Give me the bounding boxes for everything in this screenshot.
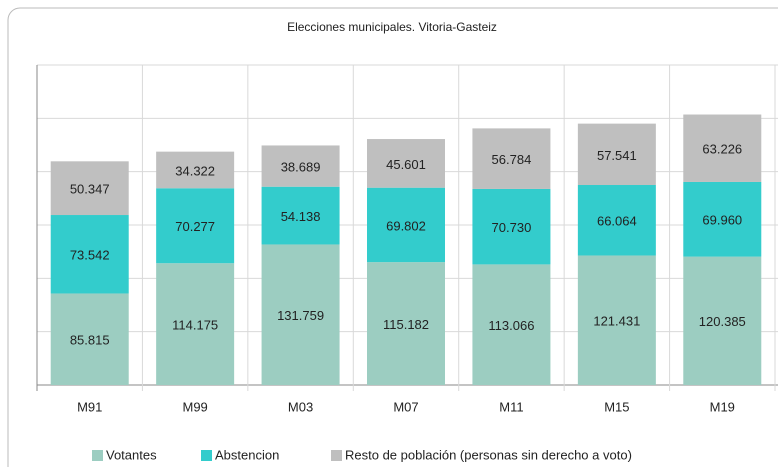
bar-segment (261, 186, 340, 245)
bar-segment (472, 264, 551, 385)
bar-segment (50, 293, 129, 385)
data-label: 57.541 (597, 148, 637, 163)
bar-segment (472, 188, 551, 265)
data-label: 56.784 (492, 152, 532, 167)
legend-label: Resto de población (personas sin derecho… (345, 447, 632, 462)
legend-swatch (92, 450, 103, 461)
bar-segment (577, 255, 656, 385)
bar-segment (683, 256, 762, 385)
bar-segment (156, 263, 235, 385)
data-label: 70.730 (492, 220, 532, 235)
x-tick-label: M07 (393, 399, 418, 414)
bar-segment (50, 161, 129, 216)
data-label: 73.542 (70, 248, 110, 263)
data-label: 121.431 (593, 314, 640, 329)
data-label: 34.322 (175, 163, 215, 178)
x-tick-label: M19 (710, 399, 735, 414)
bar-segment (261, 145, 340, 187)
bar-segment (367, 139, 445, 188)
data-label: 70.277 (175, 219, 215, 234)
legend-swatch (331, 450, 342, 461)
data-label: 69.960 (702, 213, 742, 228)
data-label: 131.759 (277, 308, 324, 323)
data-label: 45.601 (386, 157, 426, 172)
bar-segment (367, 262, 445, 385)
x-tick-label: M91 (77, 399, 102, 414)
bar-segment (577, 123, 656, 186)
legend-swatch (201, 450, 212, 461)
legend-label: Votantes (106, 447, 157, 462)
bar-segment (683, 114, 762, 182)
bar-segment (367, 187, 445, 263)
x-tick-label: M15 (604, 399, 629, 414)
x-tick-label: M99 (182, 399, 207, 414)
bar-segment (577, 185, 656, 256)
data-label: 66.064 (597, 214, 637, 229)
bar-segment (156, 151, 235, 189)
data-label: 114.175 (172, 318, 218, 333)
chart-title: Elecciones municipales. Vitoria-Gasteiz (287, 20, 497, 34)
bar-segment (50, 215, 129, 294)
x-tick-label: M03 (288, 399, 313, 414)
data-label: 113.066 (488, 318, 534, 333)
legend-label: Abstencion (215, 447, 279, 462)
data-label: 69.802 (386, 218, 426, 233)
data-label: 120.385 (699, 314, 746, 329)
bar-segment (472, 128, 551, 189)
data-label: 54.138 (281, 209, 321, 224)
data-label: 50.347 (70, 182, 110, 197)
bar-segment (683, 181, 762, 257)
x-tick-label: M11 (499, 399, 523, 414)
bar-segment (156, 188, 235, 264)
data-label: 38.689 (281, 160, 321, 175)
data-label: 115.182 (383, 317, 429, 332)
data-label: 85.815 (70, 333, 110, 348)
data-label: 63.226 (702, 142, 742, 157)
bar-segment (261, 244, 340, 385)
